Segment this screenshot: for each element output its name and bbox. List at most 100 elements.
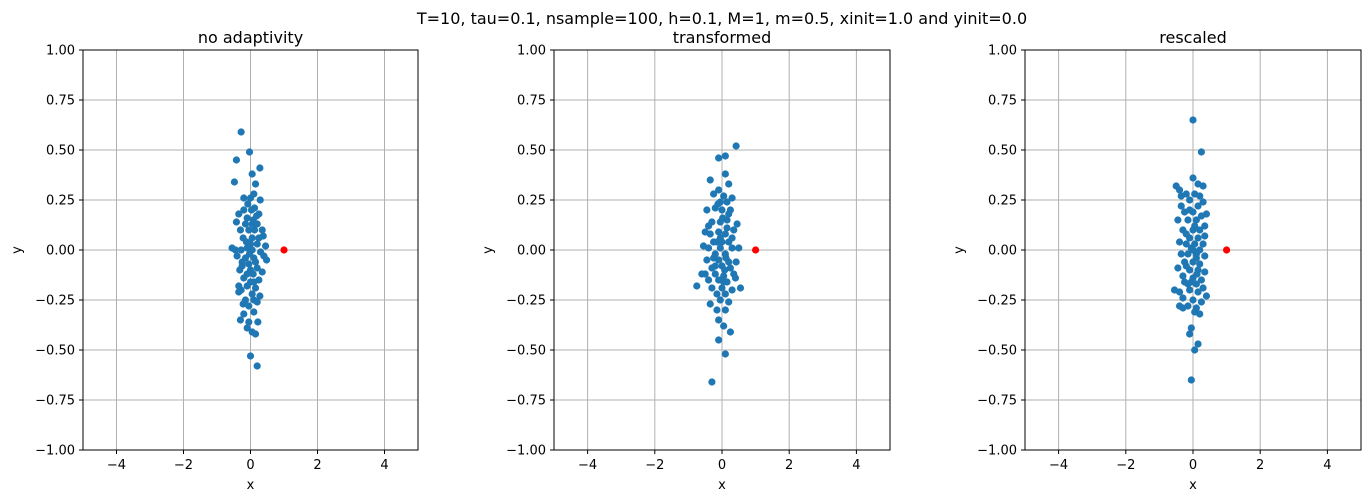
init-point (1223, 246, 1231, 254)
sample-point (245, 148, 254, 156)
figure-title: T=10, tau=0.1, nsample=100, h=0.1, M=1, … (416, 9, 1027, 28)
sample-point (250, 204, 259, 212)
sample-point (1189, 296, 1197, 304)
sample-point (240, 206, 248, 214)
subplot-1: −4 −2 0 2 4 −1.00 −0.75 −0.50 −0.25 0.00 0.25 0.50 0… (10, 28, 419, 493)
sample-point (1199, 198, 1207, 206)
x-tick-label: −2 (645, 458, 664, 473)
sample-point (232, 218, 241, 226)
sample-point (728, 244, 736, 252)
sample-point (1192, 216, 1200, 224)
sample-point (1184, 250, 1192, 258)
y-axis-label: y (952, 246, 967, 254)
y-tick-label: 0.00 (517, 244, 546, 259)
sample-point (235, 288, 243, 296)
sample-point (256, 292, 264, 300)
x-axis-label: x (718, 478, 726, 493)
subplot-title: no adaptivity (198, 28, 303, 47)
sample-point (1174, 264, 1182, 272)
sample-point (236, 316, 245, 324)
sample-point (704, 276, 713, 284)
sample-point (725, 210, 733, 218)
sample-point (251, 180, 260, 188)
sample-point (1174, 216, 1182, 224)
y-tick-label: 0.50 (517, 144, 546, 159)
sample-point (245, 250, 254, 258)
sample-point (1194, 234, 1202, 242)
sample-point (232, 156, 241, 164)
y-axis-label: y (481, 246, 496, 254)
sample-point (248, 220, 256, 228)
sample-point (720, 192, 728, 200)
sample-point (1192, 254, 1200, 262)
sample-point (248, 290, 256, 298)
x-tick-label: 2 (785, 458, 793, 473)
sample-point (725, 180, 733, 188)
sample-point (1196, 310, 1204, 318)
sample-point (250, 308, 258, 316)
sample-point (1186, 206, 1194, 214)
sample-point (246, 266, 255, 274)
sample-point (706, 230, 714, 238)
sample-point (1187, 376, 1195, 384)
y-tick-label: 0.50 (988, 144, 1017, 159)
sample-point (1199, 240, 1207, 248)
sample-point (245, 260, 253, 268)
sample-point (230, 178, 239, 186)
sample-point (1189, 174, 1197, 182)
sample-point (716, 296, 724, 304)
sample-point (723, 224, 731, 232)
subplots: −4 −2 0 2 4 −1.00 −0.75 −0.50 −0.25 0.00 0.25 0.50 0… (10, 28, 1362, 493)
sample-point (703, 206, 711, 214)
sample-point (251, 330, 260, 338)
sample-point (708, 284, 716, 292)
sample-point (1194, 340, 1202, 348)
init-point (752, 246, 760, 254)
sample-point (730, 226, 738, 234)
sample-point (706, 300, 714, 308)
x-axis-label: x (1189, 478, 1197, 493)
sample-point (706, 176, 714, 184)
sample-point (1201, 268, 1209, 276)
y-tick-label: −0.75 (977, 394, 1017, 409)
x-tick-label: 4 (380, 458, 388, 473)
y-tick-label: −0.50 (506, 344, 546, 359)
sample-point (1179, 272, 1187, 280)
sample-point (259, 232, 267, 240)
sample-point (1194, 288, 1202, 296)
sample-point (1189, 116, 1197, 124)
sample-point (726, 328, 735, 336)
sample-point (1177, 192, 1185, 200)
sample-point (731, 274, 740, 282)
y-tick-label: −0.75 (35, 394, 75, 409)
sample-point (251, 284, 260, 292)
x-tick-label: −4 (578, 458, 597, 473)
sample-point (1182, 262, 1190, 270)
y-tick-label: 0.00 (988, 244, 1017, 259)
sample-point (735, 244, 743, 252)
sample-point (721, 290, 729, 298)
y-tick-label: 0.00 (46, 244, 75, 259)
sample-point (256, 196, 264, 204)
sample-point (253, 240, 261, 248)
sample-point (240, 310, 248, 318)
sample-point (1191, 222, 1199, 230)
y-tick-label: −0.50 (977, 344, 1017, 359)
sample-point (233, 252, 241, 260)
sample-point (1182, 240, 1190, 248)
sample-point (1199, 284, 1207, 292)
sample-point (1175, 186, 1184, 194)
subplot-2: −4 −2 0 2 4 −1.00 −0.75 −0.50 −0.25 0.00 0.25 0.50 0… (481, 28, 891, 493)
sample-point (1202, 292, 1211, 300)
sample-point (716, 244, 724, 252)
sample-point (1181, 278, 1189, 286)
sample-point (714, 200, 722, 208)
sample-point (253, 264, 261, 272)
y-tick-label: −1.00 (977, 444, 1017, 459)
sample-point (256, 164, 264, 172)
sample-point (716, 234, 724, 242)
sample-point (1201, 252, 1209, 260)
sample-point (250, 278, 258, 286)
sample-point (1201, 222, 1209, 230)
sample-point (713, 290, 721, 298)
